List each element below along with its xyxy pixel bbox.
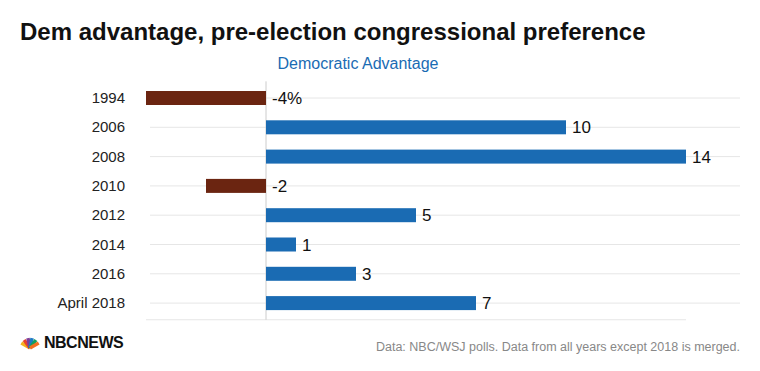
bars: [146, 91, 686, 310]
bar: [266, 150, 686, 164]
bar: [266, 208, 416, 222]
data-label: 1: [302, 236, 311, 255]
chart-root: Dem advantage, pre-election congressiona…: [0, 0, 760, 371]
title: Dem advantage, pre-election congressiona…: [20, 18, 646, 45]
row-line: [150, 244, 740, 245]
x-axis-line: [146, 319, 686, 320]
zero-line: [266, 81, 267, 319]
category-label: 2014: [92, 236, 125, 253]
chart-svg: Dem advantage, pre-election congressiona…: [0, 0, 760, 371]
bar: [206, 179, 266, 193]
category-label: 2016: [92, 265, 125, 282]
data-label: 5: [422, 206, 431, 225]
bar: [266, 238, 296, 252]
row-line: [150, 215, 740, 216]
category-label: April 2018: [57, 294, 125, 311]
bar: [146, 91, 266, 105]
category-label: 2012: [92, 206, 125, 223]
bar: [266, 120, 566, 134]
data-label: -2: [272, 177, 287, 196]
labels: 1994 -4% 2006 10 2008 14 2010 -2 2012 5 2014 1 2016 3…: [57, 89, 710, 313]
logo: NBCNEWS: [21, 334, 124, 351]
category-label: 2006: [92, 118, 125, 135]
category-label: 1994: [92, 89, 125, 106]
data-label: 10: [572, 118, 591, 137]
data-label: 7: [482, 294, 491, 313]
data-label: 14: [692, 148, 711, 167]
category-label: 2010: [92, 177, 125, 194]
subtitle: Democratic Advantage: [278, 55, 439, 72]
logo-feather: [30, 343, 39, 348]
logo-text: NBCNEWS: [44, 334, 124, 351]
source: Data: NBC/WSJ polls. Data from all years…: [376, 340, 740, 354]
data-label: 3: [362, 265, 371, 284]
data-label: -4%: [272, 89, 302, 108]
bar: [266, 267, 356, 281]
bar: [266, 296, 476, 310]
category-label: 2008: [92, 148, 125, 165]
row-line: [150, 273, 740, 274]
